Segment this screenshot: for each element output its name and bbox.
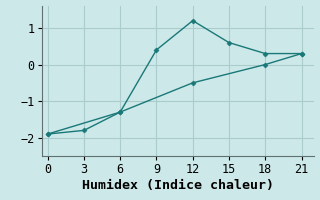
X-axis label: Humidex (Indice chaleur): Humidex (Indice chaleur) bbox=[82, 179, 274, 192]
